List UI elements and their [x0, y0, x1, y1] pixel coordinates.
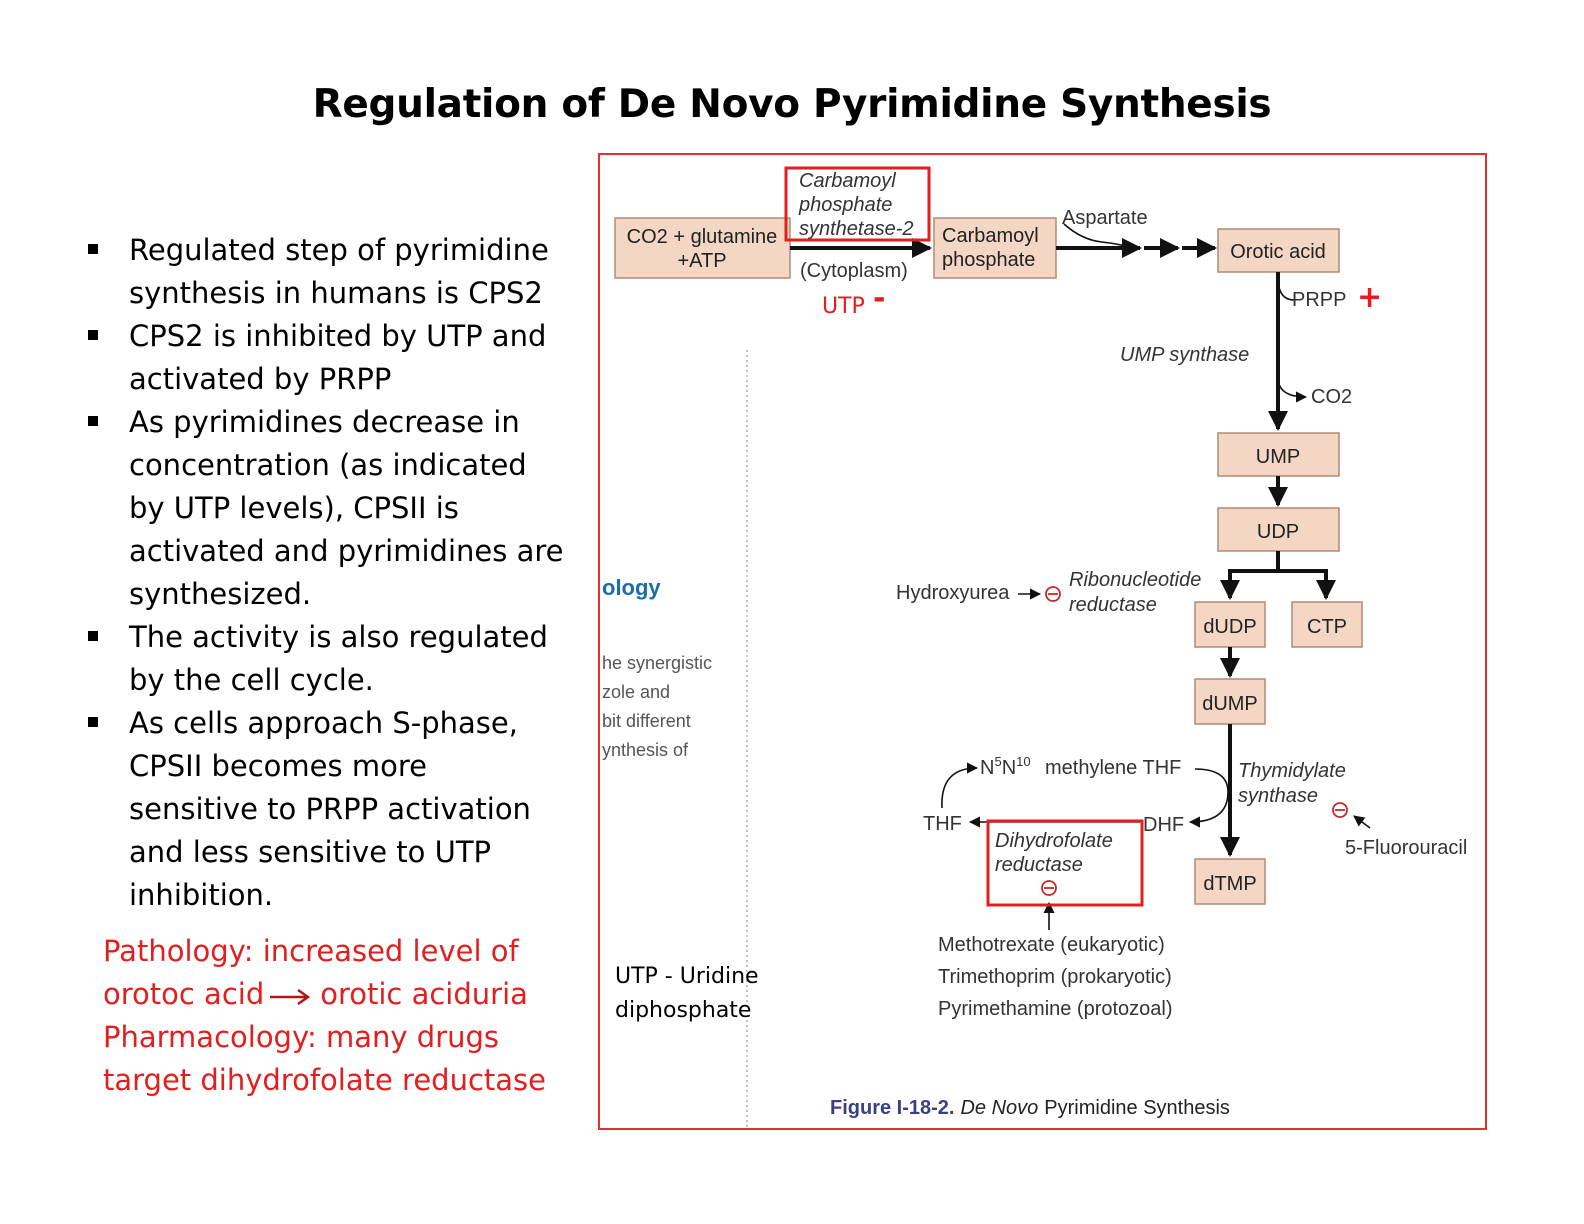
dhfr-highlight-box [986, 819, 1144, 907]
utp-definition-line: UTP - Uridine [615, 964, 759, 989]
enzyme-cps2-label: synthetase-2 [799, 218, 914, 240]
dhf-label: DHF [1143, 814, 1184, 836]
pathology-orotic-acid: orotoc acid [103, 977, 265, 1011]
pathology-line-2: orotoc acid orotic aciduria [103, 973, 573, 1016]
node-carbamoyl-phosphate-label: phosphate [942, 249, 1035, 271]
bullet-item: As cells approach S-phase, CPSII becomes… [84, 702, 564, 917]
bullet-square-icon [88, 244, 98, 254]
caption-prefix: Figure I-18-2. [830, 1097, 954, 1119]
node-dudp [1194, 601, 1266, 648]
inhibition-minus-icon [1045, 586, 1061, 602]
methylene-thf-label: methylene THF [1045, 757, 1181, 779]
bullet-square-icon [88, 631, 98, 641]
trimethoprim-label: Trimethoprim (prokaryotic) [938, 966, 1172, 988]
node-dtmp-label: dTMP [1203, 873, 1256, 895]
caption-rest: Pyrimidine Synthesis [1044, 1097, 1230, 1119]
enzyme-ump-synthase-label: UMP synthase [1120, 344, 1249, 366]
pharmacology-line-1: Pharmacology: many drugs [103, 1020, 500, 1054]
enzyme-cps2-label: phosphate [798, 194, 892, 216]
node-co2-glutamine-label: +ATP [677, 250, 726, 272]
enzyme-dhfr-label: reductase [995, 854, 1083, 876]
pathology-note: Pathology: increased level of orotoc aci… [103, 930, 573, 1102]
inhibition-minus-icon [1041, 880, 1057, 896]
pathway-figure: ology he synergistic zole and bit differ… [598, 153, 1487, 1130]
prpp-branch [1277, 281, 1295, 301]
figure-caption: Figure I-18-2. De Novo Pyrimidine Synthesi… [830, 1097, 1230, 1119]
aspartate-arrow [1063, 223, 1134, 251]
bullet-item: As pyrimidines decrease in concentration… [84, 401, 564, 616]
background-heading: ology [602, 575, 661, 600]
arrow-right-icon [270, 988, 311, 1006]
methylene-thf-to-dhf [1188, 768, 1229, 828]
fluorouracil-arrow [1353, 815, 1371, 829]
prpp-label: PRPP [1292, 289, 1346, 311]
node-boxes [614, 217, 1363, 905]
node-dump-label: dUMP [1202, 693, 1258, 715]
enzyme-thymidylate-synthase-label: Thymidylate [1238, 760, 1346, 782]
pharmacology-line-2: target dihydrofolate reductase [103, 1063, 547, 1097]
enzyme-dhfr-label: Dihydrofolate [995, 830, 1113, 852]
aspartate-label: Aspartate [1062, 207, 1148, 229]
thf-label: THF [923, 813, 962, 835]
hydroxyurea-label: Hydroxyurea [896, 582, 1010, 604]
node-ctp-label: CTP [1307, 616, 1347, 638]
cps2-highlight-box [784, 166, 931, 242]
bullet-square-icon [88, 717, 98, 727]
methotrexate-label: Methotrexate (eukaryotic) [938, 934, 1165, 956]
node-udp [1217, 507, 1340, 552]
node-ctp [1291, 601, 1363, 648]
enzyme-ribonucleotide-reductase-label: Ribonucleotide [1069, 569, 1201, 591]
node-dudp-label: dUDP [1203, 616, 1256, 638]
bullet-text: The activity is also regulated by the ce… [129, 620, 548, 697]
node-carbamoyl-phosphate [933, 217, 1057, 279]
node-ump [1217, 432, 1340, 477]
bullet-list: Regulated step of pyrimidine synthesis i… [84, 229, 564, 917]
fluorouracil-label: 5-Fluorouracil [1345, 837, 1467, 859]
pathology-aciduria: orotic aciduria [320, 977, 528, 1011]
prpp-plus-sign: + [1357, 280, 1382, 315]
arrow-to-dudp [1220, 551, 1280, 600]
cytoplasm-label: (Cytoplasm) [800, 260, 908, 282]
bullet-item: The activity is also regulated by the ce… [84, 616, 564, 702]
methylene-thf-prefix: N5N10 [980, 754, 1031, 779]
bullet-item: CPS2 is inhibited by UTP and activated b… [84, 315, 564, 401]
inhibition-minus-icon [1332, 802, 1348, 818]
utp-definition-note: UTP - Uridine diphosphate [615, 960, 759, 1028]
background-text: ynthesis of [602, 740, 689, 760]
node-carbamoyl-phosphate-label: Carbamoyl [942, 225, 1039, 247]
node-co2-glutamine [614, 217, 791, 279]
co2-label: CO2 [1311, 386, 1352, 408]
enzyme-cps2-label: Carbamoyl [799, 170, 896, 192]
enzyme-ribonucleotide-reductase-label: reductase [1069, 594, 1157, 616]
pyrimethamine-label: Pyrimethamine (protozoal) [938, 998, 1173, 1020]
caption-italic: De Novo [960, 1097, 1038, 1119]
utp-definition-line: diphosphate [615, 998, 752, 1023]
thf-to-methylene-thf [941, 762, 979, 809]
node-dtmp [1194, 858, 1266, 905]
node-ump-label: UMP [1256, 446, 1300, 468]
arrow-to-ctp [1278, 569, 1336, 600]
pathway-diagram: ology he synergistic zole and bit differ… [602, 166, 1467, 1128]
background-text: zole and [602, 682, 670, 702]
background-page: ology he synergistic zole and bit differ… [602, 350, 748, 1128]
utp-minus-sign: - [873, 281, 885, 316]
bullet-text: As pyrimidines decrease in concentration… [129, 405, 564, 611]
node-udp-label: UDP [1257, 521, 1299, 543]
node-orotic-acid-label: Orotic acid [1230, 241, 1326, 263]
bullet-square-icon [88, 330, 98, 340]
bullet-text: CPS2 is inhibited by UTP and activated b… [129, 319, 547, 396]
bullet-text: Regulated step of pyrimidine synthesis i… [129, 233, 549, 310]
node-co2-glutamine-label: CO2 + glutamine [627, 226, 778, 248]
bullet-text: As cells approach S-phase, CPSII becomes… [129, 706, 531, 912]
bullet-item: Regulated step of pyrimidine synthesis i… [84, 229, 564, 315]
co2-branch-arrow [1277, 379, 1308, 403]
background-text: bit different [602, 711, 691, 731]
pathology-line-1: Pathology: increased level of [103, 934, 519, 968]
utp-inhibitor-label: UTP [822, 294, 865, 319]
background-text: he synergistic [602, 653, 712, 673]
enzyme-thymidylate-synthase-label: synthase [1238, 785, 1318, 807]
bullet-square-icon [88, 416, 98, 426]
page-title: Regulation of De Novo Pyrimidine Synthes… [312, 82, 1272, 127]
